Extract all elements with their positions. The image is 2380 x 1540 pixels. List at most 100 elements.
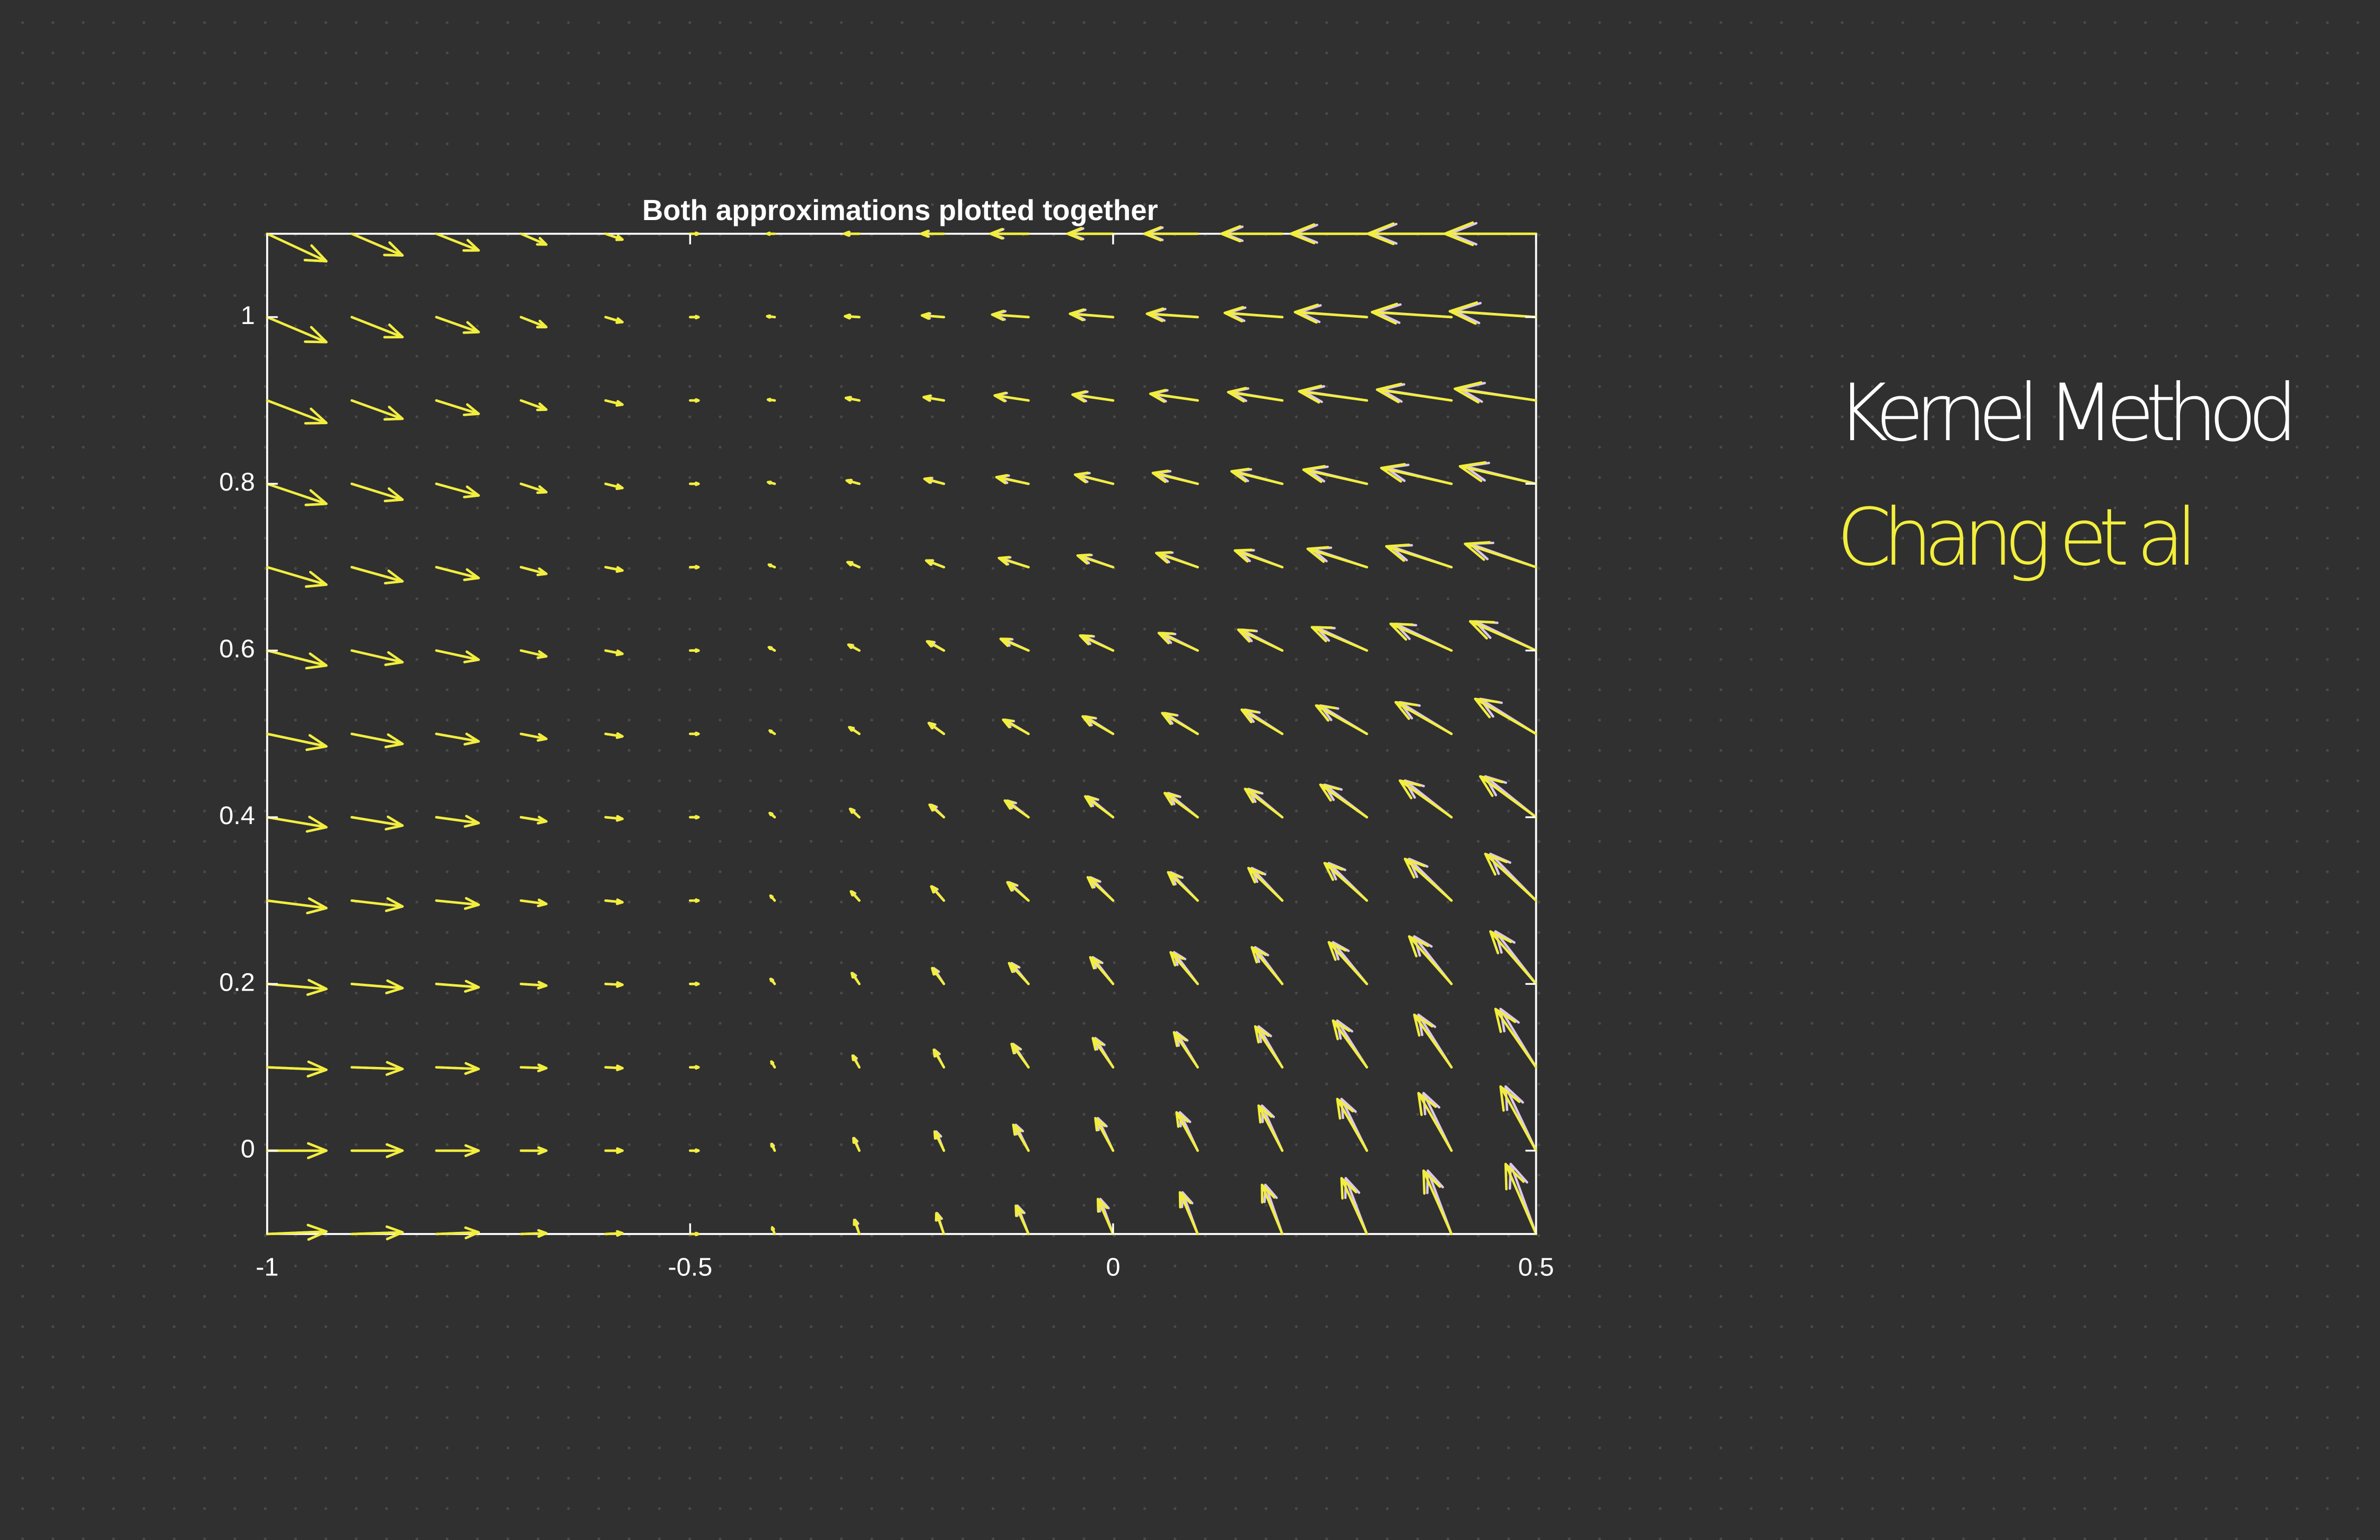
arrow [689,1148,700,1153]
arrow [689,1065,700,1070]
arrow [435,232,480,252]
arrow [1366,222,1453,246]
arrow [934,1212,946,1236]
arrow [998,556,1030,568]
y-tick-label: 0 [241,1135,255,1163]
arrow [604,483,624,490]
arrow [1081,715,1115,736]
arrow [1468,620,1537,652]
arrow [1293,303,1368,324]
arrow [767,563,776,568]
arrow [351,1061,404,1076]
arrow [1413,1013,1453,1069]
arrow [689,314,700,320]
arrow [922,394,946,402]
arrow [689,482,700,486]
arrow [1071,390,1115,403]
arrow [925,559,946,568]
arrow [351,1143,404,1158]
arrow [1250,946,1284,985]
arrow [520,316,548,329]
y-tick-label: 0.6 [219,635,255,663]
arrow [766,398,776,402]
arrow [847,726,861,736]
arrow [1494,1008,1537,1069]
arrow [999,637,1030,652]
arrow [1474,697,1537,736]
arrow [1091,1037,1115,1069]
arrow [604,566,624,573]
arrow [266,399,328,425]
y-tick-label: 0.8 [219,468,255,496]
arrow [604,898,624,905]
arrow [266,232,328,262]
arrow [1370,302,1453,325]
arrow [435,815,480,828]
arrow [931,967,946,985]
arrow [1398,779,1453,819]
arrow [1149,389,1199,403]
arrow [770,1142,776,1152]
arrow [768,811,776,819]
arrow [1504,1162,1537,1236]
arrow [1066,226,1115,241]
arrow [1443,221,1537,247]
arrow [851,1054,861,1069]
arrow [843,230,861,237]
arrow [771,1226,776,1236]
arrow [1010,1043,1030,1069]
arrow [351,815,404,830]
arrow [930,885,946,902]
arrow [1163,792,1199,819]
arrow [1167,871,1199,902]
arrow [689,731,700,737]
arrow [435,566,480,581]
arrow [923,477,946,485]
arrow [1175,1111,1199,1152]
arrow [1340,1177,1368,1236]
arrow [1178,1191,1199,1236]
arrow [520,732,548,742]
arrow [520,1229,548,1238]
arrow [1145,307,1199,322]
arrow [1172,1031,1199,1069]
arrow [604,399,624,407]
arrow [435,316,480,334]
arrow [689,898,700,903]
arrow [435,1144,480,1157]
arrow [351,483,404,503]
arrow [604,1064,624,1071]
legend-entry: Kernel Method [1836,368,2301,459]
arrow [351,399,404,421]
arrow [520,232,548,246]
arrow [266,897,328,915]
arrow [844,396,861,402]
arrow [1302,465,1368,485]
arrow [933,1130,946,1152]
arrow [435,897,480,910]
arrow [604,815,624,822]
arrow [1223,305,1284,323]
arrow [520,1063,548,1072]
arrow [769,894,776,902]
arrow [1327,941,1368,985]
arrow [435,732,480,746]
arrow [1323,862,1368,902]
arrow [927,722,946,736]
arrow [435,1062,480,1075]
arrow [1244,788,1284,819]
arrow [520,649,548,659]
arrow [1073,471,1115,485]
arrow [520,1146,548,1155]
arrow [847,643,861,652]
arrow [689,648,700,653]
arrow [1422,1169,1453,1236]
arrow [1069,308,1115,321]
arrow [1227,387,1284,403]
arrow [850,890,861,902]
arrow [1096,1197,1115,1236]
quiver-area [266,221,1537,1241]
